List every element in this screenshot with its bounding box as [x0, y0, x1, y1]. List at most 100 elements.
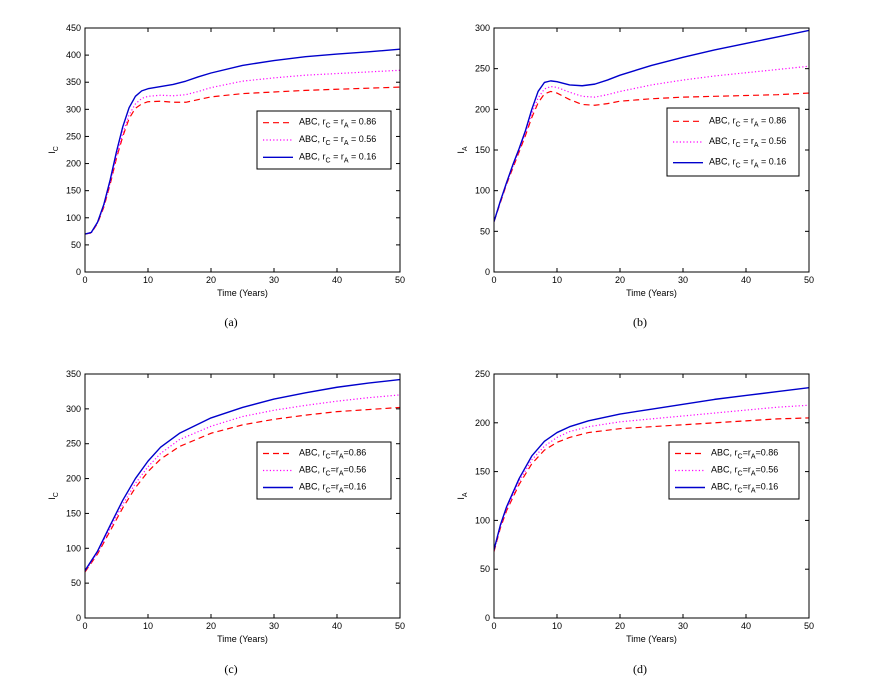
legend: ABC, rC = rA = 0.86 ABC, rC = rA = 0.56 AB…: [256, 110, 392, 170]
y-tick-label: 250: [66, 439, 81, 449]
chart-a: 0 10 20 30 40 50 0 50 100 150 200 250 300 350 400 450 Ti…: [47, 23, 405, 329]
y-tick-label: 150: [475, 467, 490, 477]
x-tick-label: 50: [395, 275, 405, 285]
series-line-2: [494, 404, 809, 551]
x-tick-label: 0: [82, 275, 87, 285]
series-line-1: [85, 406, 400, 573]
legend-label-2: ABC, rC = rA = 0.56: [709, 136, 786, 149]
axes-frame: [84, 27, 401, 273]
legend-label-1: ABC, rC = rA = 0.86: [709, 115, 786, 128]
y-axis-title: IA: [456, 146, 469, 154]
x-tick-label: 40: [741, 275, 751, 285]
y-tick-label: 150: [66, 508, 81, 518]
y-tick-label: 50: [71, 240, 81, 250]
y-tick-label: 100: [475, 515, 490, 525]
series-line-3: [494, 386, 809, 550]
x-tick-label: 0: [491, 621, 496, 631]
y-tick-label: 150: [66, 186, 81, 196]
legend: ABC, rC=rA=0.86 ABC, rC=rA=0.56 ABC, rC=rA…: [256, 441, 392, 500]
y-tick-label: 300: [66, 404, 81, 414]
y-tick-label: 0: [485, 267, 490, 277]
x-tick-label: 0: [82, 621, 87, 631]
x-axis-title: Time (Years): [626, 634, 677, 644]
x-tick-label: 20: [206, 275, 216, 285]
y-tick-label: 200: [475, 104, 490, 114]
legend-box: [668, 441, 800, 500]
y-tick-label: 100: [66, 213, 81, 223]
x-tick-label: 30: [269, 275, 279, 285]
legend-label-2: ABC, rC=rA=0.56: [299, 465, 366, 478]
axes-frame: [84, 373, 401, 619]
axes-frame: [493, 373, 810, 619]
y-tick-label: 200: [475, 418, 490, 428]
panel-caption: (b): [633, 315, 647, 329]
y-tick-label: 200: [66, 474, 81, 484]
chart-c: 0 10 20 30 40 50 0 50 100 150 200 250 300 350 Time (Ye…: [47, 369, 405, 676]
legend-box: [666, 107, 800, 177]
y-tick-label: 350: [66, 77, 81, 87]
y-tick-label: 150: [475, 145, 490, 155]
legend: ABC, rC = rA = 0.86 ABC, rC = rA = 0.56 AB…: [666, 107, 800, 177]
series-line-1: [494, 417, 809, 552]
panel-caption: (d): [633, 662, 647, 676]
x-tick-label: 20: [206, 621, 216, 631]
legend-label-3: ABC, rC=rA=0.16: [711, 482, 778, 495]
x-tick-label: 40: [741, 621, 751, 631]
y-tick-label: 250: [475, 369, 490, 379]
panel-caption: (c): [224, 662, 237, 676]
series-line-3: [494, 29, 809, 222]
x-tick-label: 30: [678, 275, 688, 285]
x-axis-title: Time (Years): [217, 634, 268, 644]
x-axis-title: Time (Years): [217, 288, 268, 298]
series-line-3: [85, 48, 400, 235]
x-tick-label: 20: [615, 621, 625, 631]
y-tick-label: 0: [76, 267, 81, 277]
y-tick-label: 200: [66, 159, 81, 169]
legend-label-2: ABC, rC = rA = 0.56: [299, 134, 376, 147]
x-tick-label: 10: [143, 621, 153, 631]
legend-label-3: ABC, rC = rA = 0.16: [709, 157, 786, 170]
series-line-2: [85, 394, 400, 572]
x-tick-label: 40: [332, 275, 342, 285]
y-tick-label: 0: [485, 613, 490, 623]
x-tick-label: 20: [615, 275, 625, 285]
x-tick-label: 50: [395, 621, 405, 631]
y-tick-label: 50: [480, 226, 490, 236]
x-tick-label: 30: [269, 621, 279, 631]
x-tick-label: 40: [332, 621, 342, 631]
y-tick-label: 50: [71, 578, 81, 588]
y-tick-label: 0: [76, 613, 81, 623]
legend-label-1: ABC, rC=rA=0.86: [711, 448, 778, 461]
x-tick-label: 50: [804, 621, 814, 631]
x-tick-label: 10: [143, 275, 153, 285]
panel-caption: (a): [224, 315, 237, 329]
y-tick-label: 50: [480, 564, 490, 574]
y-axis-title: IC: [47, 492, 60, 500]
legend-label-2: ABC, rC=rA=0.56: [711, 465, 778, 478]
series-line-3: [85, 378, 400, 571]
legend-label-1: ABC, rC=rA=0.86: [299, 448, 366, 461]
legend-box: [256, 110, 392, 170]
x-tick-label: 10: [552, 621, 562, 631]
y-tick-label: 450: [66, 23, 81, 33]
chart-b: 0 10 20 30 40 50 0 50 100 150 200 250 300 Time (Years…: [456, 23, 814, 329]
y-tick-label: 250: [66, 131, 81, 141]
legend: ABC, rC=rA=0.86 ABC, rC=rA=0.56 ABC, rC=rA…: [668, 441, 800, 500]
y-tick-label: 250: [475, 64, 490, 74]
y-tick-label: 300: [475, 23, 490, 33]
y-tick-label: 100: [66, 543, 81, 553]
legend-label-3: ABC, rC = rA = 0.16: [299, 151, 376, 164]
y-tick-label: 100: [475, 186, 490, 196]
legend-label-3: ABC, rC=rA=0.16: [299, 482, 366, 495]
y-tick-label: 400: [66, 50, 81, 60]
y-tick-label: 300: [66, 104, 81, 114]
legend-label-1: ABC, rC = rA = 0.86: [299, 117, 376, 130]
x-tick-label: 0: [491, 275, 496, 285]
x-tick-label: 10: [552, 275, 562, 285]
x-axis-title: Time (Years): [626, 288, 677, 298]
y-tick-label: 350: [66, 369, 81, 379]
x-tick-label: 50: [804, 275, 814, 285]
series-line-1: [85, 86, 400, 235]
y-axis-title: IC: [47, 146, 60, 154]
